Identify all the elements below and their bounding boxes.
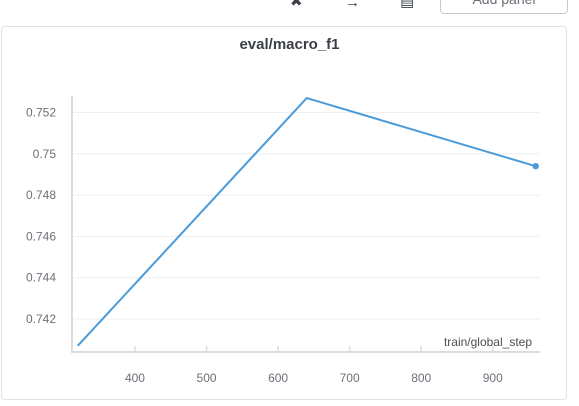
y-tick-label: 0.744	[26, 271, 56, 285]
series-line	[76, 97, 536, 347]
x-tick-label: 900	[483, 371, 503, 385]
x-tick-label: 400	[125, 371, 145, 385]
chart-title: eval/macro_f1	[239, 36, 340, 53]
panel-toolbar: ✖ → ▤ Add panel	[0, 0, 579, 22]
series-end-point	[532, 162, 539, 170]
x-axis-label: train/global_step	[444, 335, 532, 349]
x-tick-label: 800	[411, 371, 431, 385]
layout-icon[interactable]: ▤	[400, 0, 415, 10]
add-panel-button[interactable]: Add panel	[440, 0, 568, 14]
x-tick-label: 700	[340, 371, 360, 385]
y-tick-label: 0.742	[26, 312, 56, 326]
arrow-icon[interactable]: →	[345, 0, 360, 11]
y-tick-label: 0.75	[33, 147, 57, 161]
y-tick-label: 0.752	[26, 106, 56, 120]
x-tick-label: 600	[268, 371, 288, 385]
x-tick-label: 500	[197, 371, 217, 385]
chart-panel	[1, 26, 567, 400]
pin-icon[interactable]: ✖	[290, 0, 303, 10]
y-tick-label: 0.746	[26, 229, 56, 243]
y-tick-label: 0.748	[26, 188, 56, 202]
